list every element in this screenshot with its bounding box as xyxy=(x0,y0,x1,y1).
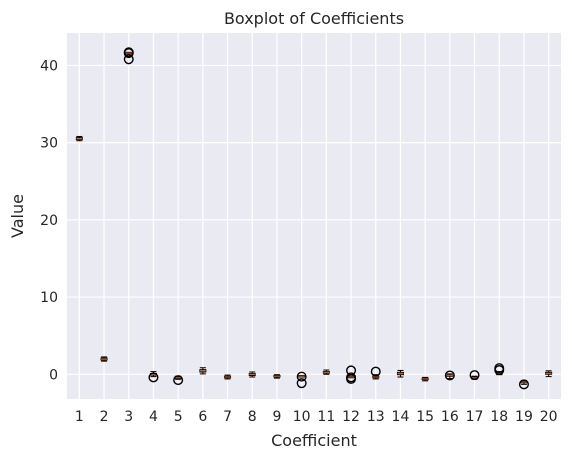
box-19 xyxy=(518,379,529,390)
flier-point xyxy=(469,370,480,381)
y-tick-label: 40 xyxy=(40,58,58,74)
x-tick-label: 7 xyxy=(223,409,232,425)
box-3 xyxy=(123,47,134,65)
flier-point xyxy=(123,47,134,58)
box-9 xyxy=(273,374,281,379)
flier-point xyxy=(444,370,455,381)
box-1 xyxy=(75,135,83,142)
x-tick-label: 2 xyxy=(100,409,109,425)
box-7 xyxy=(224,374,232,380)
x-tick-label: 8 xyxy=(248,409,257,425)
y-tick-label: 0 xyxy=(49,367,58,383)
y-tick-label: 20 xyxy=(40,213,58,229)
boxplot-marks xyxy=(75,47,553,390)
box-11 xyxy=(322,369,330,375)
flier-point xyxy=(518,379,529,390)
box-2 xyxy=(100,356,108,362)
x-tick-label: 6 xyxy=(198,409,207,425)
box-17 xyxy=(469,370,480,381)
x-tick-label: 17 xyxy=(466,409,484,425)
y-axis-label: Value xyxy=(8,194,27,238)
flier-point xyxy=(494,363,505,374)
x-tick-label: 4 xyxy=(149,409,158,425)
y-tick-label: 10 xyxy=(40,290,58,306)
grid xyxy=(67,33,561,399)
x-axis-label: Coefficient xyxy=(271,431,357,450)
x-tick-label: 10 xyxy=(293,409,311,425)
x-tick-label: 18 xyxy=(490,409,508,425)
x-tick-label: 11 xyxy=(317,409,335,425)
box-13 xyxy=(370,366,381,380)
plot-area xyxy=(67,33,561,399)
x-tick-label: 5 xyxy=(174,409,183,425)
flier-point xyxy=(296,371,307,382)
box-6 xyxy=(199,367,207,375)
box-8 xyxy=(248,371,256,378)
x-tick-label: 13 xyxy=(367,409,385,425)
box-4 xyxy=(148,371,159,383)
y-tick-labels: 0 10 20 30 40 xyxy=(40,58,58,383)
flier-point xyxy=(148,372,159,383)
flier-point xyxy=(173,375,184,386)
box-15 xyxy=(421,376,429,382)
box-20 xyxy=(545,370,553,378)
x-tick-label: 3 xyxy=(124,409,133,425)
x-tick-label: 19 xyxy=(515,409,533,425)
x-tick-label: 12 xyxy=(342,409,360,425)
box-12 xyxy=(346,365,357,384)
x-tick-label: 1 xyxy=(75,409,84,425)
flier-point xyxy=(346,373,357,384)
chart-title: Boxplot of Coefficients xyxy=(224,9,404,28)
box-5 xyxy=(173,375,184,386)
box-16 xyxy=(444,370,455,381)
x-tick-label: 20 xyxy=(540,409,558,425)
x-tick-label: 15 xyxy=(416,409,434,425)
flier-point xyxy=(296,378,307,389)
box-10 xyxy=(296,371,307,389)
x-tick-label: 16 xyxy=(441,409,459,425)
x-tick-label: 9 xyxy=(272,409,281,425)
box-14 xyxy=(396,369,404,378)
y-tick-label: 30 xyxy=(40,136,58,152)
box-18 xyxy=(494,363,505,376)
flier-point xyxy=(123,54,134,65)
x-tick-labels: 1 2 3 4 5 6 7 8 9 10 11 12 13 14 15 16 17 18 19 20 xyxy=(75,409,558,425)
flier-point xyxy=(370,366,381,377)
x-tick-label: 14 xyxy=(392,409,410,425)
